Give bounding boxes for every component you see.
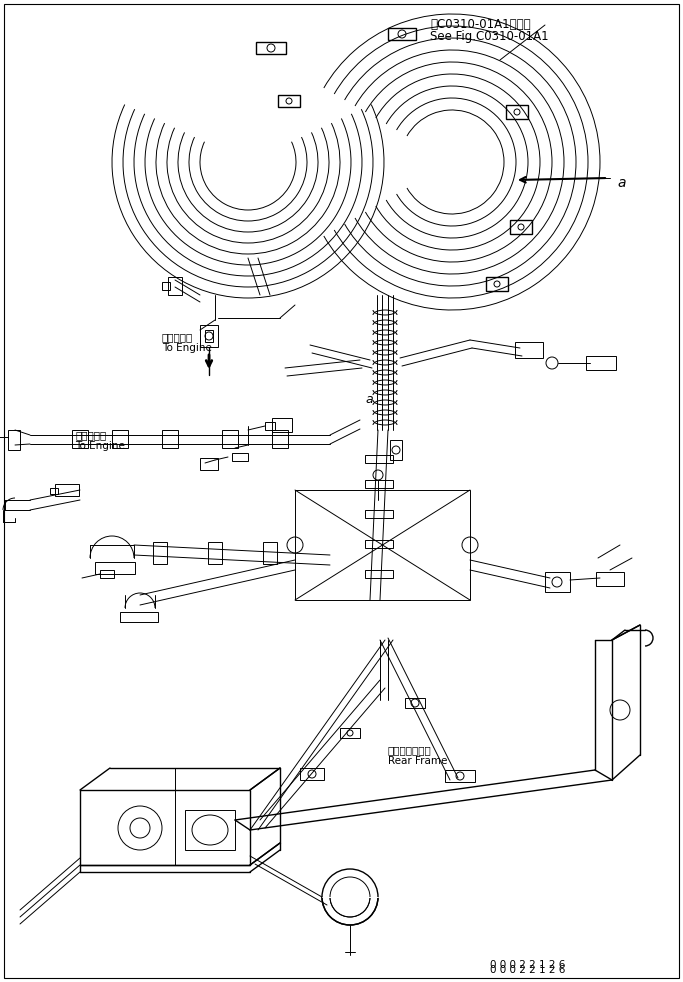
Bar xyxy=(486,277,508,291)
Bar xyxy=(265,422,275,430)
Bar xyxy=(162,282,170,290)
Bar xyxy=(263,542,277,564)
Bar xyxy=(168,277,182,295)
Bar xyxy=(120,612,158,622)
Bar xyxy=(208,542,222,564)
Bar xyxy=(162,430,178,448)
Bar xyxy=(232,453,248,461)
Text: a: a xyxy=(365,393,373,406)
Bar xyxy=(205,330,213,342)
Bar xyxy=(388,28,416,40)
Bar xyxy=(510,220,532,234)
Bar xyxy=(72,430,88,448)
Text: エンジンへ: エンジンへ xyxy=(162,332,193,342)
Bar xyxy=(100,570,114,578)
Bar xyxy=(365,480,393,488)
Bar xyxy=(200,325,218,347)
Bar xyxy=(95,562,135,574)
Bar xyxy=(222,430,238,448)
Bar xyxy=(295,490,470,600)
Bar xyxy=(390,440,402,460)
Text: a: a xyxy=(617,176,626,190)
Bar xyxy=(445,770,475,782)
Bar xyxy=(300,768,324,780)
Bar xyxy=(365,570,393,578)
Bar xyxy=(340,728,360,738)
Text: エンジンへ: エンジンへ xyxy=(75,430,107,440)
Bar xyxy=(278,95,300,107)
Text: Rear Frame: Rear Frame xyxy=(388,756,447,766)
Bar xyxy=(55,484,79,496)
Bar xyxy=(365,510,393,518)
Text: 第C0310-01A1図参照: 第C0310-01A1図参照 xyxy=(430,18,531,31)
Bar xyxy=(256,42,286,54)
Text: To Engine: To Engine xyxy=(162,343,212,353)
Bar xyxy=(50,488,58,494)
Bar xyxy=(272,430,288,448)
Text: To Engine: To Engine xyxy=(75,441,125,451)
Bar xyxy=(272,418,292,432)
Bar xyxy=(8,430,20,450)
Text: 0 0 0 2 2 1 2 6: 0 0 0 2 2 1 2 6 xyxy=(490,965,566,975)
Bar xyxy=(515,342,543,358)
Bar xyxy=(80,790,250,865)
Bar xyxy=(506,105,528,119)
Bar xyxy=(112,430,128,448)
Bar xyxy=(586,356,616,370)
Text: リヤーフレーム: リヤーフレーム xyxy=(388,745,432,755)
Bar xyxy=(365,540,393,548)
Bar xyxy=(185,810,235,850)
Bar xyxy=(365,455,393,463)
Bar xyxy=(200,458,218,470)
Bar xyxy=(545,572,570,592)
Text: See Fig.C0310-01A1: See Fig.C0310-01A1 xyxy=(430,30,548,43)
Bar xyxy=(405,698,425,708)
Bar xyxy=(596,572,624,586)
Text: 0 0 0 2 2 1 2 6: 0 0 0 2 2 1 2 6 xyxy=(490,960,566,970)
Bar xyxy=(153,542,167,564)
